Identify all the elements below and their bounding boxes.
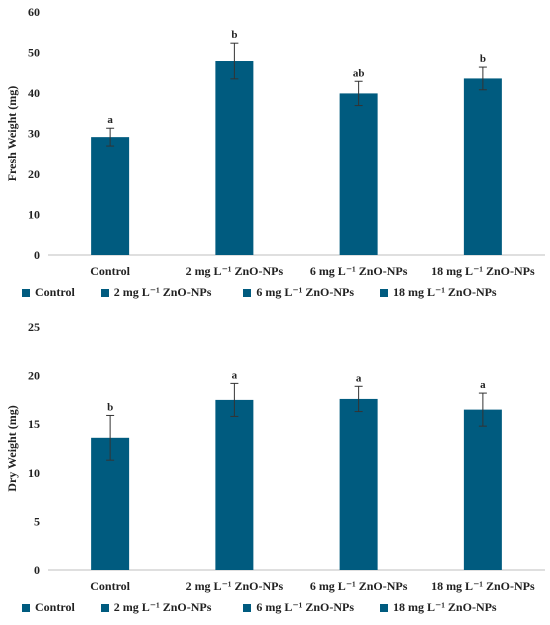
legend-swatch [380, 603, 388, 612]
x-tick-label: 2 mg L⁻¹ ZnO-NPs [186, 264, 284, 278]
y-tick-label: 30 [28, 127, 40, 141]
x-tick-label: Control [90, 264, 130, 278]
fresh-weight-legend: Control 2 mg L⁻¹ ZnO-NPs 6 mg L⁻¹ ZnO-NP… [22, 285, 509, 300]
y-tick-label: 50 [28, 46, 40, 60]
legend-label: Control [35, 285, 75, 299]
bar [463, 78, 502, 255]
y-tick-label: 0 [34, 248, 40, 262]
legend-swatch [243, 288, 252, 297]
significance-label: b [480, 53, 486, 65]
y-tick-label: 40 [28, 86, 40, 100]
fresh-weight-chart: 0 10 20 30 40 50 60 Fresh Weight (mg) a Control b 2… [5, 5, 545, 278]
bar [91, 137, 130, 255]
x-tick-label: 6 mg L⁻¹ ZnO-NPs [310, 579, 408, 593]
x-tick-label: 18 mg L⁻¹ ZnO-NPs [431, 264, 535, 278]
significance-label: a [107, 114, 113, 126]
y-axis-title: Fresh Weight (mg) [5, 86, 19, 182]
legend-swatch [243, 603, 252, 612]
bar [339, 398, 378, 570]
y-tick-label: 0 [34, 563, 40, 577]
bar [215, 61, 254, 255]
legend-item-6mg: 6 mg L⁻¹ ZnO-NPs [243, 285, 354, 300]
legend-label: 6 mg L⁻¹ ZnO-NPs [256, 600, 354, 614]
y-tick-label: 20 [28, 167, 40, 181]
legend-label: 2 mg L⁻¹ ZnO-NPs [113, 285, 212, 299]
y-tick-label: 20 [28, 369, 40, 383]
legend-swatch [100, 603, 109, 612]
legend-item-18mg: 18 mg L⁻¹ ZnO-NPs [380, 285, 497, 300]
legend-item-2mg: 2 mg L⁻¹ ZnO-NPs [100, 600, 212, 615]
y-tick-label: 15 [28, 417, 40, 431]
dry-weight-legend: Control 2 mg L⁻¹ ZnO-NPs 6 mg L⁻¹ ZnO-NP… [22, 600, 509, 615]
dry-weight-chart: 0 5 10 15 20 25 Dry Weight (mg) b Control a 2 mg L… [5, 320, 545, 593]
dry-weight-chart-panel: 0 5 10 15 20 25 Dry Weight (mg) b Control a 2 mg L… [0, 315, 550, 625]
bar [339, 93, 378, 255]
y-tick-label: 10 [28, 466, 40, 480]
x-tick-label: Control [90, 579, 130, 593]
x-tick-label: 6 mg L⁻¹ ZnO-NPs [310, 264, 408, 278]
legend-item-2mg: 2 mg L⁻¹ ZnO-NPs [100, 285, 212, 300]
significance-label: b [231, 29, 237, 41]
legend-swatch [100, 288, 109, 297]
bar [215, 399, 254, 570]
fresh-weight-chart-panel: 0 10 20 30 40 50 60 Fresh Weight (mg) a Control b 2… [0, 0, 550, 310]
legend-item-6mg: 6 mg L⁻¹ ZnO-NPs [243, 600, 354, 615]
legend-label: Control [35, 600, 75, 614]
significance-label: a [356, 372, 362, 384]
y-tick-label: 60 [28, 5, 40, 19]
bar [463, 409, 502, 570]
legend-item-18mg: 18 mg L⁻¹ ZnO-NPs [380, 600, 497, 615]
legend-label: 2 mg L⁻¹ ZnO-NPs [113, 600, 212, 614]
legend-label: 6 mg L⁻¹ ZnO-NPs [256, 285, 354, 299]
y-tick-label: 25 [28, 320, 40, 334]
legend-swatch [22, 288, 30, 297]
significance-label: ab [353, 67, 365, 79]
significance-label: b [107, 401, 113, 413]
x-tick-label: 2 mg L⁻¹ ZnO-NPs [186, 579, 284, 593]
legend-label: 18 mg L⁻¹ ZnO-NPs [393, 600, 497, 614]
legend-item-control: Control [22, 600, 75, 615]
legend-swatch [380, 288, 388, 297]
legend-label: 18 mg L⁻¹ ZnO-NPs [393, 285, 497, 299]
y-axis-title: Dry Weight (mg) [5, 405, 19, 491]
significance-label: a [232, 369, 238, 381]
significance-label: a [480, 379, 486, 391]
y-tick-label: 10 [28, 208, 40, 222]
y-tick-label: 5 [34, 514, 40, 528]
legend-swatch [22, 603, 30, 612]
x-tick-label: 18 mg L⁻¹ ZnO-NPs [431, 579, 535, 593]
legend-item-control: Control [22, 285, 75, 300]
